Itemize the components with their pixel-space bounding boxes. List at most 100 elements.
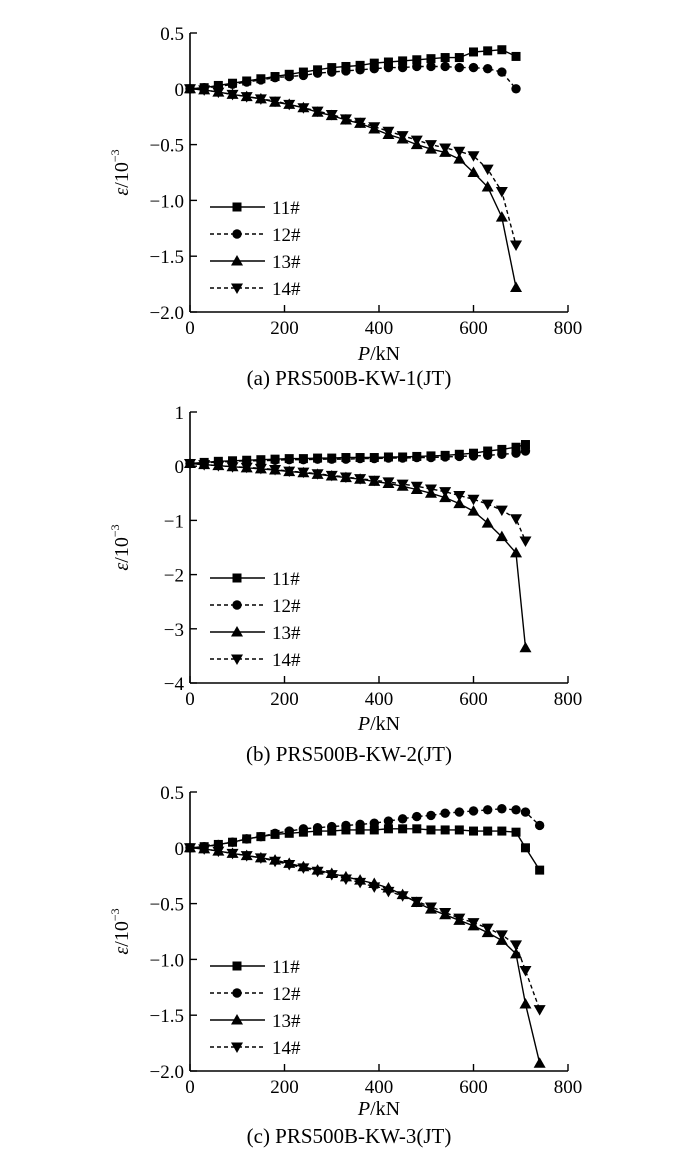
x-tick-label: 600 bbox=[459, 1077, 488, 1098]
data-point bbox=[256, 831, 266, 842]
data-point bbox=[226, 89, 239, 101]
data-point bbox=[453, 913, 466, 925]
data-point bbox=[339, 472, 352, 484]
data-point bbox=[412, 811, 422, 822]
data-point bbox=[495, 186, 508, 198]
data-point bbox=[510, 546, 523, 558]
data-point bbox=[426, 825, 436, 835]
data-point bbox=[412, 824, 422, 834]
y-tick-label: −1.0 bbox=[150, 191, 184, 212]
data-point bbox=[481, 923, 494, 935]
data-point bbox=[481, 517, 494, 528]
data-point bbox=[355, 65, 365, 75]
data-point bbox=[483, 826, 493, 836]
data-point bbox=[495, 211, 508, 222]
data-point bbox=[440, 452, 450, 462]
data-point bbox=[482, 64, 493, 74]
x-tick-label: 200 bbox=[270, 1077, 299, 1098]
data-point bbox=[467, 166, 480, 177]
legend-label: 11# bbox=[272, 569, 300, 590]
data-point bbox=[284, 454, 294, 465]
data-point bbox=[269, 856, 282, 868]
data-point bbox=[510, 940, 523, 951]
data-point bbox=[495, 930, 508, 941]
data-point bbox=[226, 462, 239, 473]
data-point bbox=[382, 477, 395, 488]
data-point bbox=[426, 452, 436, 463]
data-point bbox=[382, 886, 395, 898]
data-point bbox=[519, 998, 532, 1009]
legend-label: 12# bbox=[272, 984, 301, 1005]
data-point bbox=[254, 94, 267, 105]
x-tick-label: 0 bbox=[185, 1077, 195, 1098]
data-point bbox=[396, 479, 409, 491]
data-point bbox=[397, 62, 408, 73]
y-tick-label: 0 bbox=[175, 80, 185, 101]
y-tick-label: 0.5 bbox=[160, 783, 184, 804]
data-point bbox=[424, 484, 437, 495]
data-point bbox=[369, 825, 379, 835]
data-point bbox=[469, 826, 478, 836]
data-point bbox=[511, 84, 521, 94]
y-tick-label: −1.5 bbox=[150, 247, 184, 268]
data-point bbox=[298, 454, 309, 465]
data-point bbox=[269, 96, 282, 108]
data-point bbox=[510, 240, 523, 252]
legend-marker bbox=[231, 626, 243, 637]
data-point bbox=[481, 164, 494, 176]
data-point bbox=[412, 61, 422, 72]
data-point bbox=[327, 454, 337, 464]
data-point bbox=[270, 828, 280, 838]
series-14 bbox=[184, 84, 523, 252]
data-point bbox=[467, 494, 480, 506]
y-tick-label: −1 bbox=[164, 511, 184, 532]
data-point bbox=[467, 505, 480, 516]
data-point bbox=[396, 891, 409, 902]
data-point bbox=[454, 825, 464, 835]
data-point bbox=[454, 807, 465, 817]
data-point bbox=[454, 53, 464, 63]
data-point bbox=[397, 453, 408, 463]
data-point bbox=[398, 824, 408, 834]
data-point bbox=[311, 106, 324, 118]
legend-label: 12# bbox=[272, 596, 301, 617]
legend-marker bbox=[232, 961, 242, 971]
data-point bbox=[468, 451, 479, 461]
x-axis-label: P/kN bbox=[357, 343, 400, 365]
data-point bbox=[284, 826, 294, 836]
data-point bbox=[242, 834, 252, 844]
data-point bbox=[355, 825, 365, 835]
data-point bbox=[368, 475, 381, 487]
data-point bbox=[256, 456, 266, 466]
data-point bbox=[354, 117, 367, 129]
data-point bbox=[341, 454, 351, 464]
data-point bbox=[242, 77, 252, 87]
legend: 11# 12# 13# 14# bbox=[210, 569, 301, 671]
data-point bbox=[520, 446, 531, 456]
data-point bbox=[284, 71, 294, 82]
chart-caption: (c) PRS500B-KW-3(JT) bbox=[247, 1124, 452, 1148]
data-point bbox=[426, 810, 436, 821]
data-point bbox=[355, 819, 365, 830]
data-point bbox=[298, 70, 309, 81]
x-tick-label: 200 bbox=[270, 689, 299, 710]
data-point bbox=[270, 72, 280, 83]
data-point bbox=[398, 56, 408, 66]
chart-panel-1: 0.50−0.5−1.0−1.5−2.00 200 400 600 800ε/10−3P… bbox=[108, 24, 582, 390]
legend-marker bbox=[231, 654, 243, 665]
data-point bbox=[312, 68, 323, 78]
data-point bbox=[511, 442, 521, 452]
data-point bbox=[325, 870, 338, 881]
legend-marker bbox=[231, 255, 243, 266]
data-point bbox=[369, 453, 379, 464]
data-point bbox=[254, 853, 267, 864]
data-point bbox=[283, 99, 296, 111]
data-point bbox=[354, 474, 367, 485]
y-tick-label: 0 bbox=[175, 839, 185, 860]
data-point bbox=[226, 848, 239, 860]
data-point bbox=[511, 448, 521, 458]
data-point bbox=[510, 947, 523, 959]
data-point bbox=[269, 464, 282, 476]
x-axis-label: P/kN bbox=[357, 713, 400, 735]
